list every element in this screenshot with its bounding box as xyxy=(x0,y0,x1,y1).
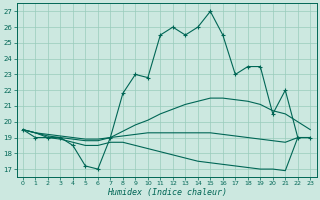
X-axis label: Humidex (Indice chaleur): Humidex (Indice chaleur) xyxy=(107,188,227,197)
